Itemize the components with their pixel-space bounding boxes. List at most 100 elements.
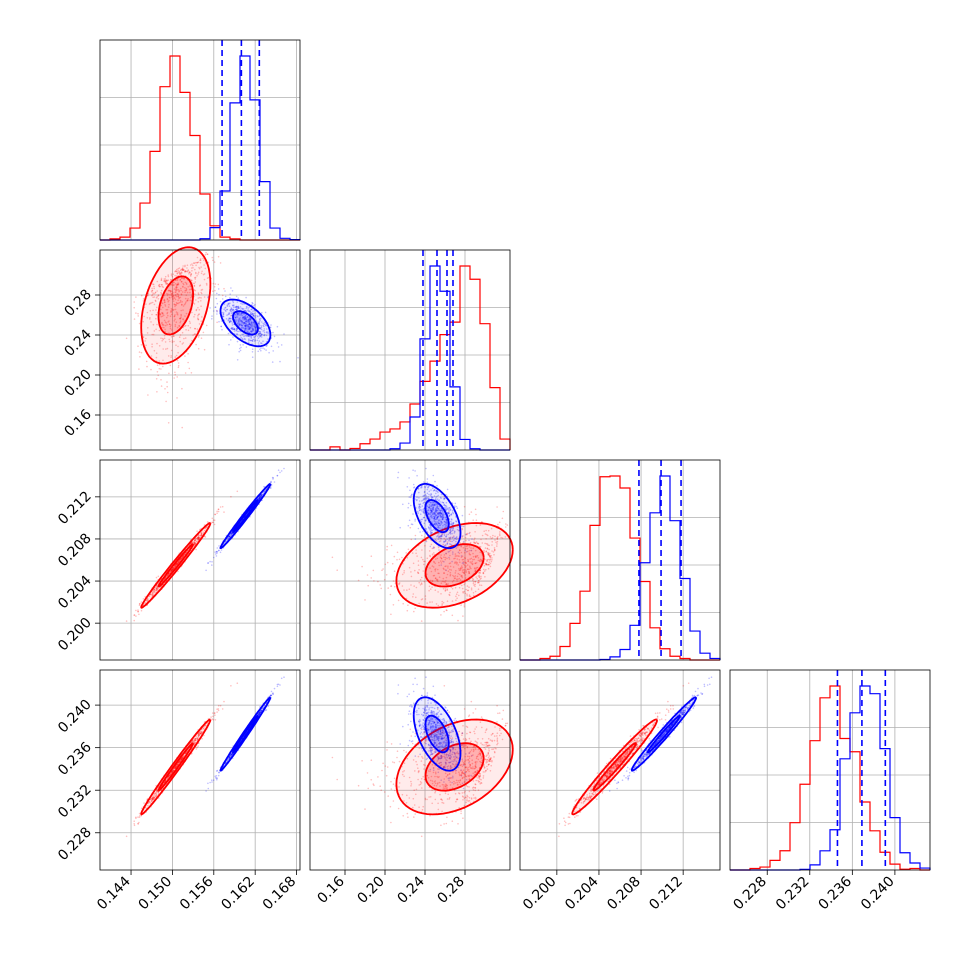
- scatter-point: [133, 306, 135, 309]
- scatter-point: [185, 294, 188, 297]
- scatter-point: [462, 615, 464, 617]
- scatter-point: [377, 580, 379, 583]
- scatter-point: [176, 397, 178, 399]
- scatter-point: [182, 269, 184, 271]
- scatter-point: [173, 284, 175, 286]
- scatter-point: [194, 261, 197, 264]
- scatter-point: [184, 270, 186, 273]
- scatter-point: [196, 261, 199, 264]
- scatter-point: [198, 267, 201, 270]
- scatter-point: [161, 285, 164, 288]
- scatter-point: [248, 316, 251, 319]
- scatter-point: [161, 322, 163, 325]
- scatter-point: [167, 321, 169, 323]
- scatter-point: [252, 322, 255, 324]
- scatter-point: [205, 282, 208, 285]
- scatter-point: [222, 313, 225, 316]
- scatter-point: [504, 526, 507, 528]
- scatter-point: [373, 580, 375, 582]
- panel-2-1: [309, 459, 514, 661]
- scatter-point: [238, 347, 241, 350]
- scatter-point: [176, 293, 178, 295]
- scatter-point: [156, 296, 158, 298]
- scatter-point: [163, 326, 165, 329]
- scatter-point: [205, 251, 207, 254]
- scatter-point: [214, 513, 217, 516]
- scatter-point: [254, 303, 256, 306]
- scatter-point: [246, 327, 248, 329]
- scatter-point: [283, 333, 285, 335]
- scatter-point: [199, 258, 202, 260]
- scatter-point: [179, 296, 182, 299]
- scatter-point: [192, 334, 194, 336]
- scatter-point: [155, 313, 158, 316]
- scatter-point: [194, 276, 196, 279]
- scatter-point: [216, 711, 218, 713]
- scatter-point: [235, 306, 237, 309]
- scatter-point: [227, 332, 230, 335]
- scatter-point: [177, 283, 180, 285]
- scatter-point: [259, 348, 261, 351]
- scatter-point: [255, 326, 257, 329]
- scatter-point: [243, 319, 245, 321]
- scatter-point: [265, 349, 267, 351]
- scatter-point: [394, 585, 396, 588]
- scatter-point: [410, 504, 412, 507]
- scatter-point: [184, 315, 186, 317]
- scatter-point: [153, 330, 156, 332]
- scatter-point: [244, 321, 246, 324]
- scatter-point: [206, 277, 209, 280]
- scatter-point: [214, 306, 217, 309]
- scatter-point: [178, 271, 181, 274]
- scatter-point: [182, 305, 185, 307]
- scatter-point: [245, 326, 247, 328]
- scatter-point: [180, 268, 183, 271]
- scatter-point: [234, 308, 237, 311]
- scatter-point: [163, 319, 166, 322]
- scatter-point: [159, 313, 162, 316]
- scatter-point: [171, 293, 174, 296]
- scatter-point: [192, 267, 194, 269]
- scatter-point: [183, 303, 186, 306]
- scatter-point: [152, 296, 154, 299]
- scatter-point: [421, 534, 423, 537]
- scatter-point: [257, 350, 260, 353]
- panel-1-1: [309, 249, 511, 451]
- scatter-point: [160, 304, 163, 307]
- scatter-point: [396, 551, 399, 554]
- scatter-point: [200, 337, 203, 340]
- scatter-point: [170, 273, 173, 275]
- scatter-point: [157, 294, 160, 296]
- scatter-point: [401, 556, 403, 559]
- scatter-point: [240, 307, 242, 310]
- scatter-point: [253, 336, 255, 338]
- scatter-point: [169, 327, 172, 330]
- scatter-point: [174, 373, 176, 376]
- scatter-point: [199, 284, 202, 287]
- scatter-point: [389, 593, 392, 596]
- scatter-point: [153, 349, 156, 352]
- scatter-point: [236, 312, 238, 315]
- scatter-point: [248, 322, 250, 325]
- scatter-point: [217, 704, 220, 707]
- scatter-point: [160, 337, 162, 340]
- scatter-point: [179, 340, 181, 343]
- scatter-point: [199, 259, 201, 262]
- scatter-point: [162, 313, 164, 315]
- scatter-point: [200, 266, 202, 268]
- scatter-point: [183, 277, 185, 280]
- scatter-point: [154, 300, 157, 303]
- scatter-point: [264, 311, 267, 314]
- scatter-point: [414, 607, 417, 610]
- scatter-point: [166, 308, 169, 311]
- scatter-point: [157, 575, 160, 578]
- scatter-point: [367, 584, 370, 587]
- scatter-point: [178, 270, 181, 273]
- scatter-point: [170, 307, 173, 310]
- scatter-point: [251, 356, 254, 359]
- scatter-point: [390, 585, 392, 588]
- scatter-point: [188, 288, 191, 291]
- scatter-point: [221, 294, 224, 297]
- scatter-point: [177, 362, 180, 364]
- scatter-point: [173, 288, 176, 290]
